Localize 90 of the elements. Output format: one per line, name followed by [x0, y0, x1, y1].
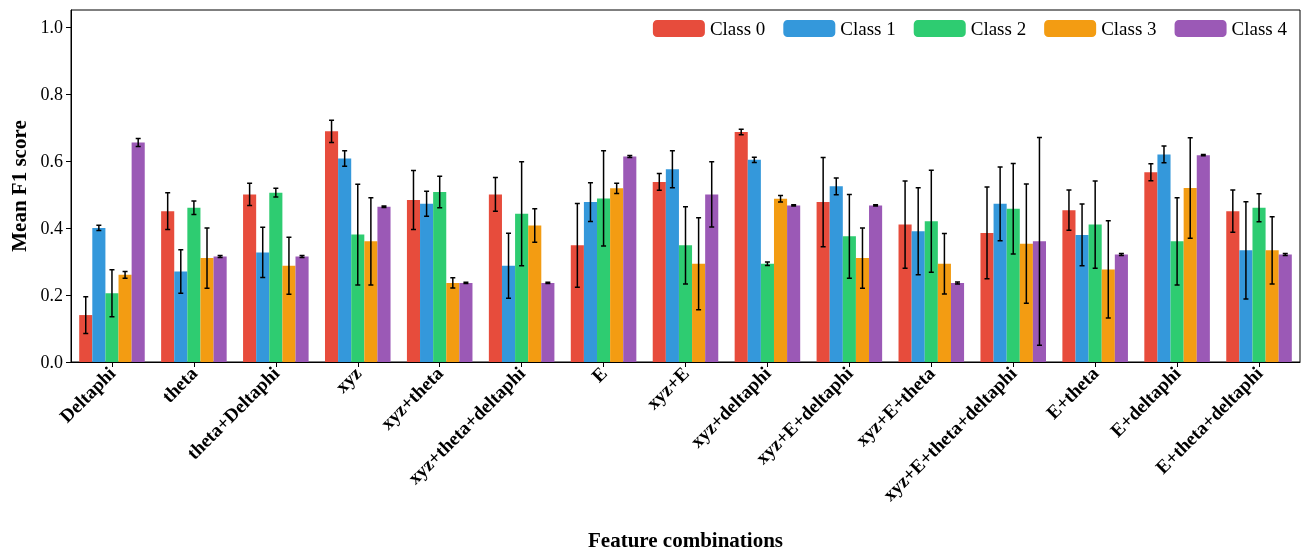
bar [161, 211, 175, 362]
y-tick-label: 0.8 [40, 83, 63, 104]
x-tick-label: E [587, 362, 611, 387]
bar [652, 181, 666, 362]
bar [433, 192, 447, 362]
bar [1157, 154, 1171, 362]
bar [295, 256, 309, 362]
bar [898, 224, 912, 362]
bar [1101, 269, 1115, 362]
bar [243, 194, 257, 362]
bar [351, 234, 365, 362]
bar [623, 156, 637, 362]
bar [105, 293, 119, 362]
legend-label: Class 3 [1101, 18, 1157, 39]
bar [1265, 250, 1279, 362]
legend-label: Class 0 [709, 18, 766, 39]
bar [187, 207, 201, 362]
y-axis-title: Mean F1 score [6, 120, 31, 252]
bar [488, 194, 502, 362]
bar [1062, 210, 1076, 362]
bar [1006, 208, 1020, 362]
bar [338, 158, 352, 362]
bar [1114, 254, 1128, 362]
bar [528, 225, 542, 362]
bar [364, 241, 378, 362]
bar [1252, 207, 1266, 362]
legend-label: Class 4 [1231, 18, 1288, 39]
bar [911, 231, 925, 362]
bar [515, 213, 529, 362]
bar [1088, 224, 1102, 362]
bar [705, 194, 719, 362]
bar [501, 265, 516, 362]
bar [200, 258, 214, 362]
bar [79, 315, 93, 362]
bar [924, 221, 938, 362]
bar [855, 258, 870, 362]
bar [950, 282, 965, 362]
bar [773, 198, 788, 362]
bar [1196, 155, 1210, 362]
bar [678, 245, 693, 362]
bar [937, 263, 951, 362]
bar [131, 142, 145, 362]
bar [980, 232, 994, 362]
legend-label: Class 2 [970, 18, 1027, 39]
bar [665, 169, 679, 362]
bar [324, 131, 339, 362]
bar [213, 256, 227, 362]
bar [1075, 234, 1089, 362]
bar [1183, 188, 1197, 362]
bar [446, 282, 460, 362]
bar [269, 192, 283, 362]
bar [282, 265, 296, 362]
bar [787, 205, 801, 362]
bar [256, 252, 270, 362]
bar [118, 274, 132, 362]
bar [597, 198, 611, 362]
bar [1032, 241, 1047, 362]
bar [1170, 241, 1184, 362]
y-tick-label: 0.0 [40, 352, 63, 372]
bar [816, 202, 830, 362]
x-axis-title: Feature combinations [587, 527, 784, 552]
y-tick-label: 0.2 [40, 284, 63, 305]
bar [842, 236, 856, 362]
bar [610, 188, 624, 362]
bar [583, 202, 598, 362]
bar [760, 263, 774, 362]
bar [1239, 250, 1253, 362]
bar [459, 282, 473, 362]
legend-label: Class 1 [840, 18, 896, 39]
bar [1278, 254, 1292, 362]
bar [869, 205, 883, 362]
bar [1226, 211, 1240, 362]
bar [1019, 243, 1033, 362]
bar [377, 206, 391, 362]
bar [420, 203, 434, 362]
bar [570, 245, 584, 362]
bar [692, 263, 706, 362]
y-tick-label: 0.4 [40, 217, 63, 238]
x-tick-label: xyz [330, 362, 366, 397]
bar [747, 159, 761, 362]
bar [1144, 172, 1158, 362]
bar [541, 282, 555, 362]
y-tick-label: 0.6 [40, 150, 63, 171]
bar [993, 203, 1007, 362]
bar [734, 132, 748, 362]
bar [829, 186, 843, 362]
bar [174, 271, 188, 362]
bar [406, 200, 421, 362]
bar [92, 227, 106, 362]
y-tick-label: 1.0 [40, 16, 63, 37]
